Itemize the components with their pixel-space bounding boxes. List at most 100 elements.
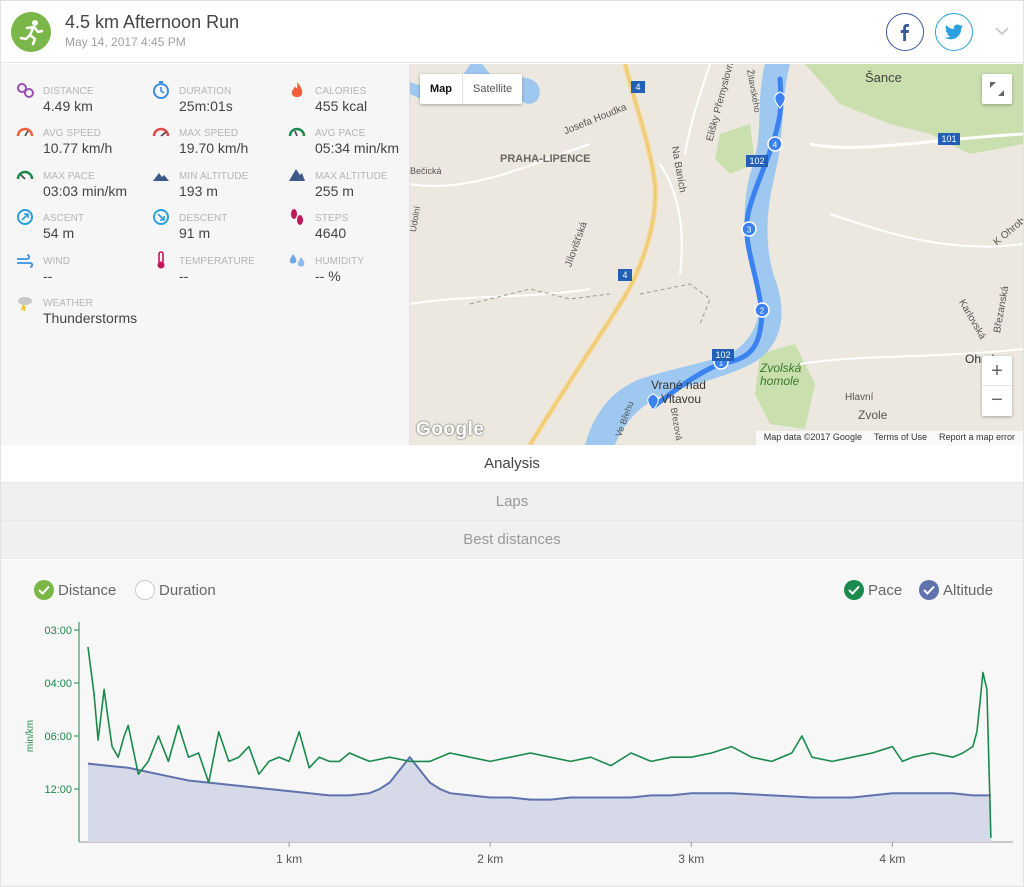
chevron-down-icon[interactable] (994, 23, 1010, 39)
x-tick-label: 2 km (477, 852, 503, 866)
svg-text:2: 2 (760, 307, 765, 316)
y-tick-label: 04:00 (44, 678, 72, 690)
stat-duration: DURATION 25m:01s (151, 74, 281, 114)
map-place-label: Bečická (410, 166, 442, 176)
stat-value: 4640 (315, 225, 347, 241)
twitter-share-button[interactable] (935, 13, 973, 51)
stat-label: CALORIES (315, 86, 367, 97)
stat-value: 54 m (43, 225, 75, 241)
altitude-series-line (87, 755, 991, 801)
map-type-map-button[interactable]: Map (420, 74, 463, 104)
map-type-satellite-button[interactable]: Satellite (473, 83, 513, 95)
stat-label: HUMIDITY (315, 256, 365, 267)
duration-toggle-label: Duration (159, 581, 216, 599)
terms-of-use-link[interactable]: Terms of Use (873, 432, 927, 442)
zoom-in-button[interactable]: + (982, 356, 1012, 386)
map-type-control: Map Satellite (420, 74, 523, 104)
tab-best-distances[interactable]: Best distances (1, 521, 1023, 559)
stat-value: -- (43, 268, 53, 284)
zoom-out-button[interactable]: − (991, 389, 1003, 411)
stat-value: 10.77 km/h (43, 140, 113, 156)
running-icon (11, 12, 51, 52)
x-tick-label: 4 km (879, 852, 905, 866)
stat-avg-speed: AVG SPEED 10.77 km/h (15, 116, 145, 156)
checkmark-icon (34, 580, 54, 600)
stat-min-altitude: MIN ALTITUDE 193 m (151, 159, 281, 199)
stat-label: MAX SPEED (179, 128, 239, 139)
stat-value: -- % (315, 268, 341, 284)
stat-ascent: ASCENT 54 m (15, 201, 145, 241)
distance-toggle-label: Distance (58, 581, 117, 599)
max-speed-icon (152, 127, 170, 137)
road-badge: 102 (712, 349, 734, 361)
stat-label: AVG PACE (315, 128, 366, 139)
stat-value: 05:34 min/km (315, 140, 400, 156)
stat-value: 91 m (179, 225, 211, 241)
stat-label: DURATION (179, 86, 232, 97)
activity-header: 4.5 km Afternoon Run May 14, 2017 4:45 P… (1, 1, 1023, 63)
temperature-icon (157, 251, 165, 269)
map-place-label: Vrané nad (651, 378, 706, 392)
pace-toggle-label: Pace (868, 581, 903, 599)
stat-max-altitude: MAX ALTITUDE 255 m (287, 159, 417, 199)
pace-series-line (87, 646, 992, 838)
route-map[interactable]: 1 2 3 4 4 4 102 102 101 PRAHA-LIPENCE Ša… (410, 64, 1023, 445)
road-badge: 102 (746, 155, 768, 167)
facebook-icon (900, 24, 910, 41)
svg-text:1: 1 (719, 359, 724, 368)
humidity-icon (289, 254, 305, 267)
pace-toggle[interactable]: Pace (844, 579, 902, 601)
road-badge: 4 (631, 81, 645, 93)
stat-label: MAX ALTITUDE (315, 171, 388, 182)
zoom-control: + − (982, 356, 1012, 416)
avg-speed-icon (16, 127, 34, 137)
map-place-label: PRAHA-LIPENCE (500, 153, 591, 165)
svg-text:3: 3 (747, 226, 752, 235)
stat-label: DISTANCE (43, 86, 94, 97)
stat-value: 4.49 km (43, 98, 93, 114)
google-logo: Google (416, 419, 485, 440)
duration-toggle[interactable]: Duration (135, 579, 216, 601)
stat-max-speed: MAX SPEED 19.70 km/h (151, 116, 281, 156)
distance-toggle[interactable]: Distance (34, 579, 116, 601)
stat-value: 455 kcal (315, 98, 368, 114)
y-axis-label: min/km (25, 720, 36, 752)
pace-altitude-chart[interactable]: 03:00 04:00 06:00 12:00 min/km 1 km 2 km 3 km 4 … (1, 560, 1023, 886)
map-place-label: Šance (865, 70, 902, 85)
stat-label: WIND (43, 256, 71, 267)
stat-label: DESCENT (179, 213, 228, 224)
stat-label: TEMPERATURE (179, 256, 255, 267)
y-tick-label: 06:00 (44, 731, 72, 743)
duration-icon (153, 81, 169, 99)
stat-steps: STEPS 4640 (287, 201, 417, 241)
facebook-share-button[interactable] (886, 13, 924, 51)
wind-icon (17, 254, 34, 268)
stat-max-pace: MAX PACE 03:03 min/km (15, 159, 145, 199)
stat-label: ASCENT (43, 213, 85, 224)
max-pace-icon (16, 170, 34, 180)
stat-humidity: HUMIDITY -- % (287, 244, 417, 284)
analysis-chart-panel: Distance Duration Pace Altitude 03:00 04:… (1, 560, 1023, 886)
altitude-toggle[interactable]: Altitude (919, 579, 993, 601)
calories-icon (291, 82, 303, 97)
svg-text:4: 4 (773, 141, 778, 150)
weather-icon (18, 297, 32, 312)
fullscreen-button[interactable] (982, 74, 1012, 104)
ascent-icon (17, 209, 33, 225)
map-data-attribution: Map data ©2017 Google (763, 432, 862, 442)
stat-value: 19.70 km/h (179, 140, 249, 156)
distance-icon (17, 83, 34, 98)
stat-value: -- (179, 268, 189, 284)
map-footer: Map data ©2017 Google Terms of Use Repor… (755, 431, 1023, 445)
report-map-error-link[interactable]: Report a map error (938, 432, 1015, 442)
fullscreen-icon (990, 82, 1004, 96)
tab-analysis[interactable]: Analysis (1, 445, 1023, 483)
checkmark-icon (919, 580, 939, 600)
y-tick-label: 12:00 (44, 784, 72, 796)
tab-laps[interactable]: Laps (1, 483, 1023, 521)
stat-calories: CALORIES 455 kcal (287, 74, 417, 114)
x-tick-label: 3 km (678, 852, 704, 866)
stat-value: 255 m (315, 183, 354, 199)
stat-distance: DISTANCE 4.49 km (15, 74, 145, 114)
